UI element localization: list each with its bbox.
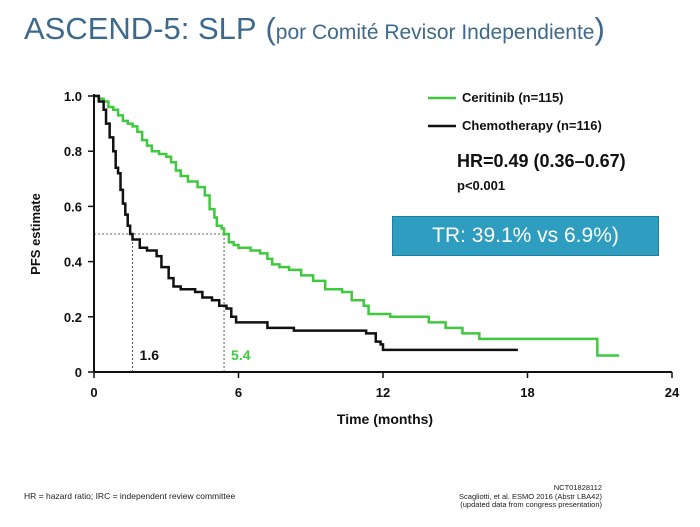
legend-label: Ceritinib (n=115) xyxy=(462,90,564,105)
tr-highlight-text: TR: 39.1% vs 6.9%) xyxy=(432,224,619,247)
median-reference-lines: 5.4 1.6 xyxy=(94,233,251,372)
y-tick-label: 1.0 xyxy=(64,89,82,104)
title-main: ASCEND-5: SLP xyxy=(24,11,257,46)
footer-note: (updated data from congress presentation… xyxy=(460,500,602,509)
x-axis-label: Time (months) xyxy=(337,411,433,427)
p-value-annotation: p<0.001 xyxy=(457,178,505,193)
tr-highlight-box: TR: 39.1% vs 6.9%) xyxy=(392,216,659,256)
footer-citation-block: NCT01828112 Scagliotti, et al. ESMO 2016… xyxy=(342,483,602,510)
x-tick-label: 18 xyxy=(520,385,534,400)
title-paren-open: ( xyxy=(265,11,276,46)
km-curve-0 xyxy=(94,94,620,357)
y-tick-label: 0.2 xyxy=(64,310,82,325)
x-tick-label: 24 xyxy=(665,385,680,400)
footer-abbreviations: HR = hazard ratio; IRC = independent rev… xyxy=(24,491,236,501)
legend-label: Chemotherapy (n=116) xyxy=(462,118,602,133)
footer-citation: Scagliotti, et al. ESMO 2016 (Abstr LBA4… xyxy=(459,491,602,501)
y-axis-label: PFS estimate xyxy=(28,193,43,275)
x-tick-label: 0 xyxy=(90,385,97,400)
x-tick-label: 12 xyxy=(376,385,390,400)
y-tick-label: 0.8 xyxy=(64,144,82,159)
y-tick-label: 0.6 xyxy=(64,199,82,214)
title-paren-close: ) xyxy=(594,11,605,46)
km-curve-1 xyxy=(94,94,518,352)
median-label: 1.6 xyxy=(140,347,160,363)
median-label: 5.4 xyxy=(231,347,251,363)
chart-axes: 0 0.2 0.4 0.6 0.8 1.0 0 6 12 18 24 xyxy=(64,89,680,400)
km-curves xyxy=(94,94,620,357)
chart-legend: Ceritinib (n=115) Chemotherapy (n=116) xyxy=(428,90,602,133)
title-subtitle: por Comité Revisor Independiente xyxy=(275,21,595,44)
slide-title: ASCEND-5: SLP (por Comité Revisor Indepe… xyxy=(24,10,605,47)
y-tick-label: 0.4 xyxy=(64,255,83,270)
footer-trial-id: NCT01828112 xyxy=(553,483,602,492)
x-tick-label: 6 xyxy=(235,385,242,400)
hr-annotation: HR=0.49 (0.36–0.67) xyxy=(457,151,626,171)
y-tick-label: 0 xyxy=(75,365,82,380)
